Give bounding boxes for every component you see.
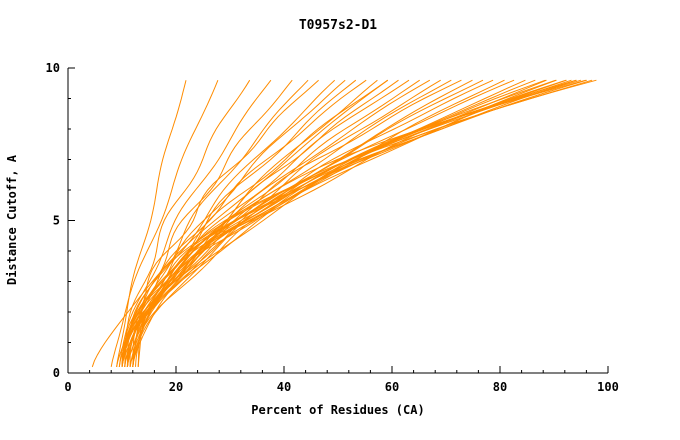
model-accuracy-curve (129, 79, 587, 367)
model-accuracy-curve (137, 79, 582, 367)
model-accuracy-curve (135, 79, 567, 367)
model-accuracy-curve (121, 79, 494, 367)
model-accuracy-curve (110, 80, 219, 367)
model-accuracy-curve (121, 79, 462, 367)
model-accuracy-curve (132, 79, 597, 367)
x-axis-label: Percent of Residues (CA) (251, 403, 424, 417)
model-accuracy-curve (126, 79, 309, 367)
model-accuracy-curve (126, 79, 452, 367)
model-accuracy-curve (124, 79, 556, 367)
y-tick-label: 0 (53, 366, 60, 380)
model-accuracy-curve (132, 79, 473, 367)
model-accuracy-curve (132, 79, 557, 367)
series-lines (91, 79, 597, 368)
model-accuracy-curve (116, 80, 187, 367)
model-accuracy-curve (129, 79, 505, 367)
model-accuracy-curve (126, 79, 567, 367)
x-tick-label: 40 (277, 380, 291, 394)
y-tick-label: 10 (46, 61, 60, 75)
model-accuracy-curve (121, 79, 251, 367)
x-tick-label: 60 (385, 380, 399, 394)
model-accuracy-curve (132, 79, 431, 367)
model-accuracy-curve (91, 79, 389, 368)
model-accuracy-curve (124, 79, 441, 367)
y-tick-label: 5 (53, 214, 60, 228)
tick-labels: 0 20 40 60 80 100 0 5 10 (46, 61, 619, 394)
model-accuracy-curve (129, 79, 378, 367)
model-accuracy-curve (126, 79, 577, 367)
model-accuracy-curve (121, 79, 572, 367)
model-accuracy-curve (121, 79, 547, 367)
x-tick-label: 20 (169, 380, 183, 394)
tick-marks (67, 67, 609, 374)
model-accuracy-curve (118, 79, 272, 367)
chart-title: T0957s2-D1 (299, 18, 377, 33)
model-accuracy-curve (116, 79, 336, 368)
y-axis-label: Distance Cutoff, A (5, 154, 19, 285)
x-tick-label: 100 (597, 380, 619, 394)
model-accuracy-curve (118, 79, 388, 367)
x-tick-label: 0 (64, 380, 71, 394)
x-tick-label: 80 (493, 380, 507, 394)
